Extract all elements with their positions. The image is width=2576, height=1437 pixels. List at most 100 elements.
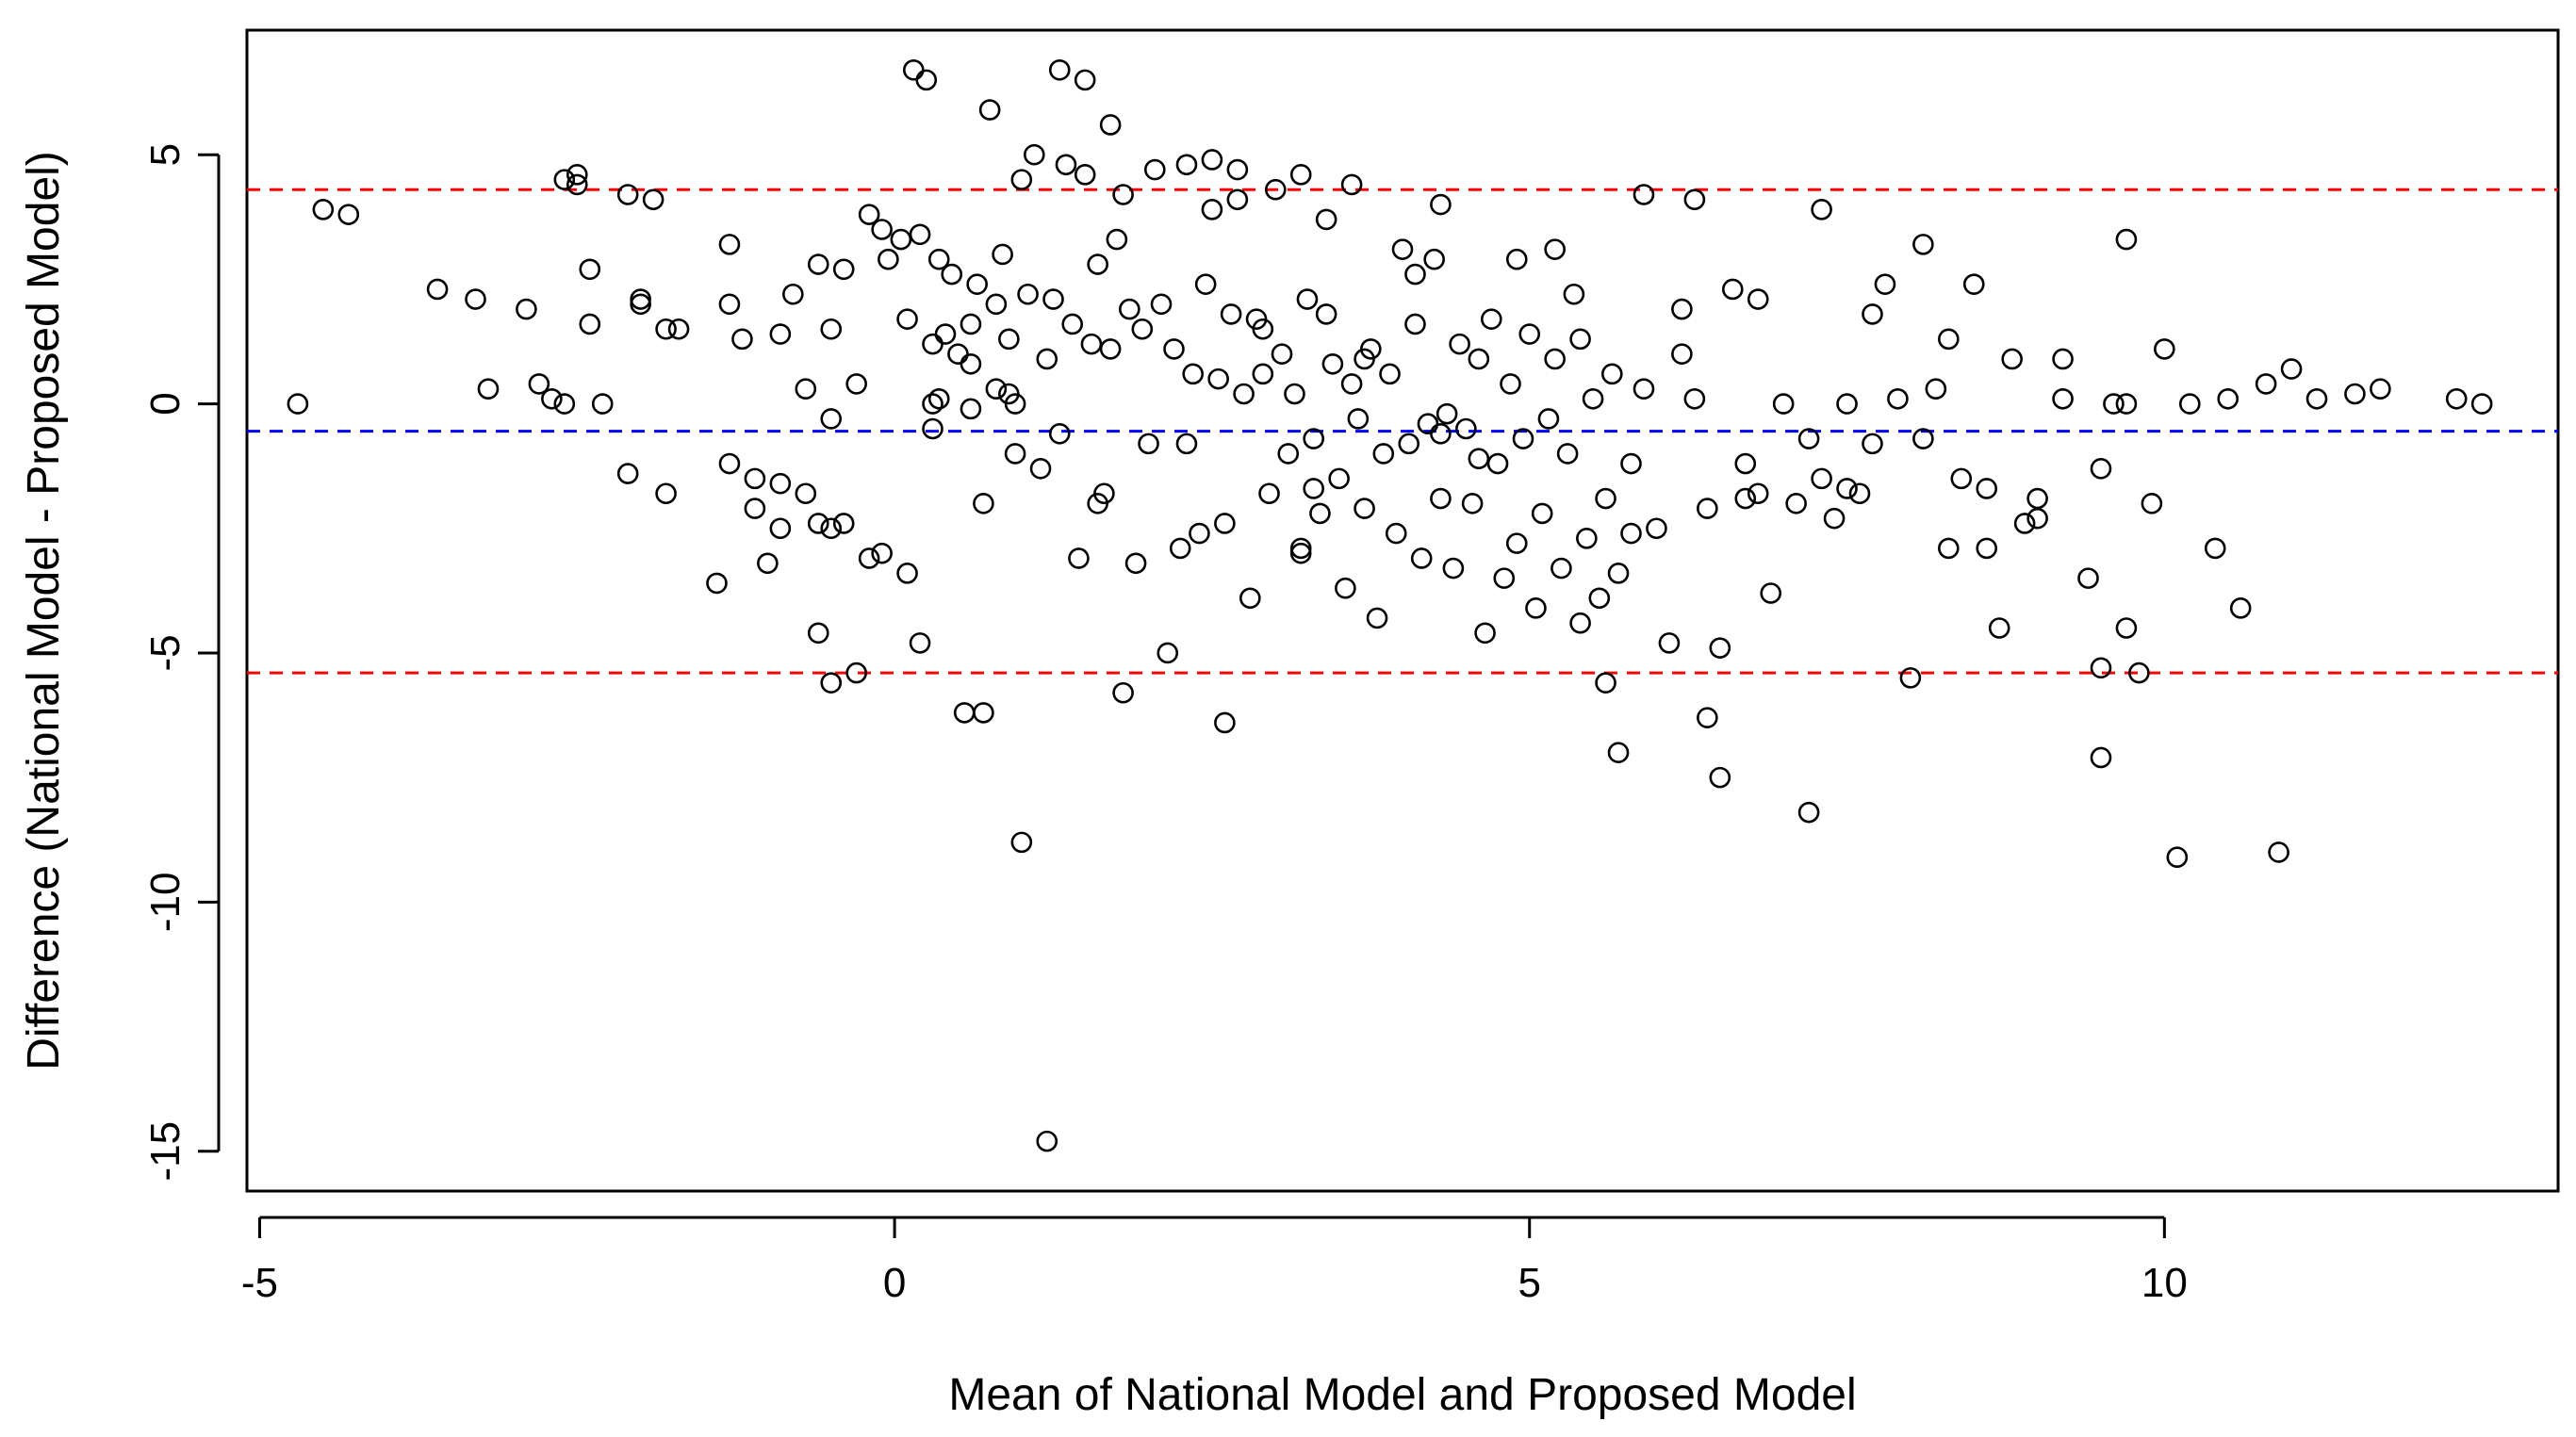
data-point bbox=[2128, 661, 2150, 684]
data-point bbox=[591, 393, 614, 415]
data-point bbox=[1303, 428, 1324, 449]
data-point bbox=[1404, 263, 1426, 286]
y-tick-label: -15 bbox=[142, 1121, 189, 1182]
data-point bbox=[992, 243, 1013, 266]
data-point bbox=[718, 452, 741, 475]
data-point bbox=[630, 293, 651, 316]
data-point bbox=[2229, 597, 2252, 619]
data-point bbox=[1588, 587, 1611, 610]
data-point bbox=[807, 513, 829, 534]
data-point bbox=[1449, 333, 1470, 355]
data-point bbox=[2077, 567, 2099, 589]
data-point bbox=[1182, 363, 1205, 385]
data-point bbox=[1347, 408, 1370, 430]
data-point bbox=[1493, 567, 1516, 589]
data-point bbox=[2166, 846, 2189, 869]
data-point bbox=[1823, 507, 1846, 530]
data-point bbox=[616, 463, 639, 484]
data-point bbox=[1582, 387, 1604, 410]
data-point bbox=[2052, 348, 2074, 370]
data-point bbox=[1436, 402, 1458, 425]
data-point bbox=[1950, 467, 1973, 490]
data-point bbox=[1607, 563, 1630, 584]
data-point bbox=[2001, 348, 2023, 370]
data-point bbox=[566, 164, 588, 186]
data-point bbox=[1226, 188, 1249, 211]
data-point bbox=[1048, 59, 1071, 81]
data-point bbox=[1976, 478, 1998, 499]
data-point bbox=[1175, 154, 1198, 176]
data-point bbox=[1525, 597, 1547, 619]
data-point bbox=[465, 288, 486, 310]
data-point bbox=[1296, 288, 1319, 310]
data-point bbox=[1709, 766, 1731, 789]
x-tick-label: 10 bbox=[2141, 1260, 2188, 1306]
data-point bbox=[1576, 528, 1598, 549]
data-point bbox=[1264, 178, 1287, 201]
data-point bbox=[1169, 537, 1191, 560]
data-point bbox=[1988, 617, 2010, 639]
data-point bbox=[1461, 493, 1484, 514]
data-point bbox=[795, 482, 817, 505]
data-point bbox=[845, 661, 867, 684]
data-point bbox=[1233, 383, 1255, 405]
data-point bbox=[1976, 537, 1998, 560]
data-point bbox=[1303, 478, 1324, 499]
data-point bbox=[896, 308, 918, 330]
data-point bbox=[1061, 313, 1084, 335]
data-point bbox=[1683, 387, 1706, 410]
data-point bbox=[1036, 1130, 1058, 1152]
data-point bbox=[1315, 208, 1337, 231]
data-point bbox=[1620, 452, 1642, 475]
data-point bbox=[1309, 502, 1331, 525]
data-point bbox=[832, 513, 855, 534]
data-point bbox=[782, 283, 804, 305]
data-point bbox=[1887, 387, 1909, 410]
data-point bbox=[1938, 537, 1960, 560]
data-point bbox=[1080, 333, 1103, 355]
data-point bbox=[1836, 393, 1858, 415]
data-point bbox=[1772, 393, 1795, 415]
data-point bbox=[1848, 482, 1871, 505]
data-point bbox=[1442, 557, 1465, 580]
data-point bbox=[1315, 303, 1337, 325]
data-point bbox=[718, 234, 741, 255]
data-point bbox=[998, 328, 1020, 351]
data-point bbox=[1962, 273, 1985, 295]
data-point bbox=[1512, 428, 1534, 449]
y-axis-title: Difference (National Model - Proposed Mo… bbox=[19, 151, 69, 1070]
data-point bbox=[1646, 517, 1667, 540]
data-point bbox=[820, 517, 843, 540]
data-point bbox=[1099, 338, 1122, 360]
data-point bbox=[890, 228, 912, 251]
data-point bbox=[1734, 487, 1757, 510]
data-point bbox=[941, 263, 963, 286]
data-point bbox=[1925, 378, 1947, 400]
data-point bbox=[2370, 378, 2391, 400]
data-point bbox=[1289, 537, 1312, 560]
data-point bbox=[909, 223, 931, 246]
data-point bbox=[312, 199, 335, 220]
data-point bbox=[960, 398, 982, 420]
data-point bbox=[1398, 433, 1420, 455]
data-point bbox=[2026, 507, 2048, 530]
data-point bbox=[655, 318, 677, 340]
data-point bbox=[731, 328, 753, 351]
data-point bbox=[1220, 303, 1242, 325]
data-point bbox=[1797, 801, 1820, 824]
data-point bbox=[616, 184, 639, 205]
data-point bbox=[2090, 746, 2112, 769]
data-point bbox=[960, 352, 982, 375]
data-point bbox=[1747, 482, 1769, 505]
data-point bbox=[1189, 522, 1210, 545]
data-point bbox=[1486, 452, 1509, 475]
data-point bbox=[1531, 502, 1553, 525]
x-axis: -5 0 5 10 bbox=[241, 1216, 2188, 1306]
data-point bbox=[1468, 348, 1490, 370]
data-point bbox=[2268, 841, 2289, 863]
data-point bbox=[966, 273, 988, 295]
data-point bbox=[1683, 188, 1706, 211]
data-point bbox=[934, 323, 957, 345]
data-point bbox=[858, 204, 880, 225]
y-tick-label: -10 bbox=[142, 873, 189, 933]
